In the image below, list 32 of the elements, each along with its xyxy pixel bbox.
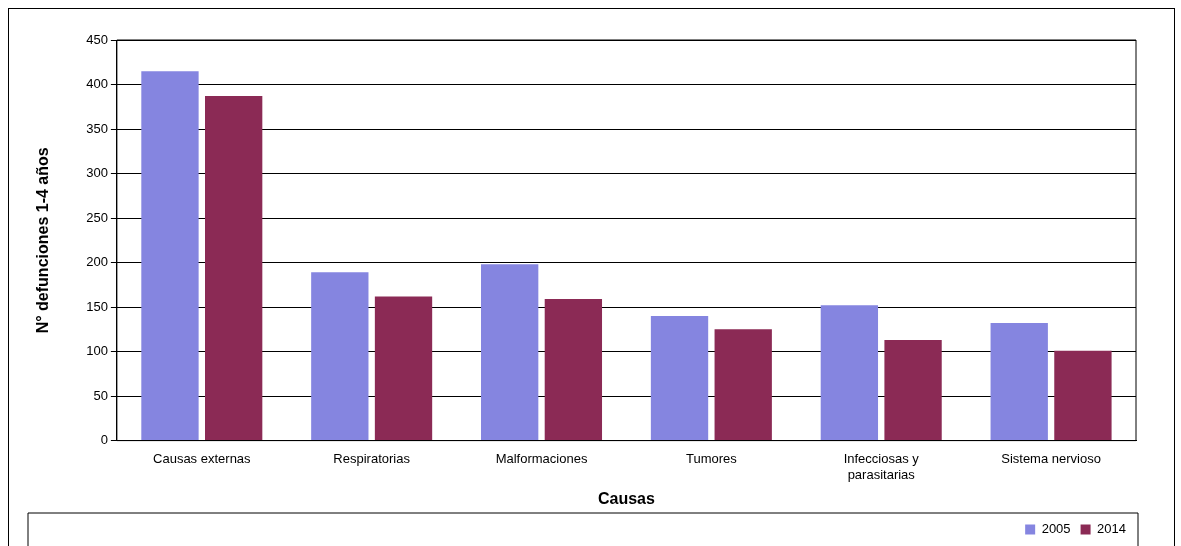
y-tick-label: 400 [86,76,108,92]
bar [884,340,942,441]
y-tick-label: 150 [86,298,108,314]
bar [544,299,603,441]
x-tick-label: Causas externas [153,450,252,466]
x-tick-label: Malformaciones [495,450,588,466]
x-axis-title: Causas [597,489,656,507]
bar [311,272,369,441]
y-tick-label: 100 [86,343,108,359]
bar [374,296,433,441]
y-tick-label: 300 [86,165,108,181]
y-tick-label: 450 [86,31,108,47]
bar [650,315,709,441]
bar [714,329,772,441]
bar [990,323,1048,441]
legend-label: 2005 [1041,521,1071,537]
y-tick-label: 250 [86,209,108,225]
bar [205,96,263,441]
x-tick-label: Infecciosas y parasitarias [843,450,920,482]
x-tick-label: Sistema nervioso [1001,450,1101,466]
bar [1054,350,1112,441]
bar [481,264,539,441]
x-tick-label: Respiratorias [333,450,411,466]
y-tick-label: 200 [86,254,108,270]
y-tick-label: 50 [93,387,108,403]
y-tick-label: 350 [86,120,108,136]
y-axis-title: N° defunciones 1-4 años [34,147,52,334]
y-tick-label: 0 [100,432,108,448]
bar [820,305,879,441]
legend-label: 2014 [1097,521,1126,537]
x-tick-label: Tumores [685,450,738,466]
bar [141,71,199,441]
